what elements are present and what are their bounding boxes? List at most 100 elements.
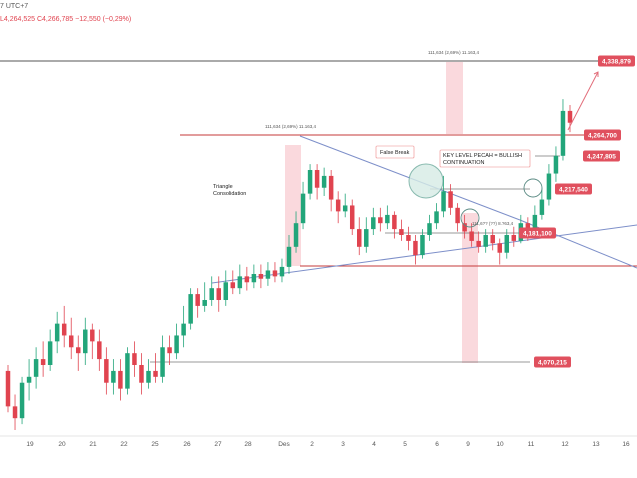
price-tag-box [584,129,621,141]
candle-body [202,300,207,306]
candle-body [335,199,341,212]
candle-body [209,288,214,300]
candle-body [90,329,95,342]
candle-body [546,173,552,200]
candle-body [265,270,271,279]
candle-body [76,347,81,354]
breakout-circle-1 [460,208,480,228]
projection-arrowhead [593,71,599,77]
measure-label-3: 111,6?? (??) 8.?63,4 [472,221,514,226]
x-tick-label: 10 [496,441,504,448]
key-level-box [439,149,531,168]
x-tick-label: 27 [214,441,222,448]
candle-body [497,243,502,253]
candle-body [272,270,278,277]
ohlc-values: L4,264,525 C4,266,785 −12,550 (−0,29%) [0,16,132,23]
price-tag-box [519,227,556,239]
x-axis-ticks: 19 20 21 22 25 26 27 28 Des 2 3 4 5 6 9 10 11 12 13 16 [26,441,630,448]
price-tag-box [555,183,592,195]
x-tick-label: 5 [403,441,407,448]
candle-body [434,211,439,224]
candle-body [251,274,257,283]
candle-body [560,110,566,156]
candle-body [223,282,229,300]
candle-body [5,370,11,407]
candles-group [5,99,573,430]
x-tick-label: 16 [622,441,630,448]
x-tick-label: 11 [528,441,535,448]
candle-body [181,323,186,336]
x-tick-label: Des [278,441,290,448]
x-tick-label: 28 [244,441,252,448]
candle-body [455,207,460,224]
candle-body [83,329,88,354]
candle-body [462,223,467,232]
candle-body [286,246,292,267]
price-tag-label: 4,070,215 [538,359,567,366]
candle-body [314,170,320,188]
candle-body [427,223,432,235]
x-tick-label: 19 [26,441,34,448]
candle-body [61,323,67,336]
x-tick-label: 21 [89,441,97,448]
highlight-band-2 [446,62,463,134]
candle-body [244,276,250,283]
candle-body [258,274,264,279]
candle-body [307,170,313,194]
candle-body [146,370,151,383]
candle-body [195,294,200,306]
price-tag-box [598,55,635,67]
candle-body [153,370,158,377]
candle-body [26,376,32,383]
candle-body [125,353,130,389]
price-tag-label: 4,247,805 [587,153,616,160]
price-tag-label: 4,217,540 [559,186,588,193]
candle-body [420,235,425,256]
triangle-label-line2: Consolidation [213,191,246,197]
key-level-line2: CONTINUATION [443,160,484,166]
candle-body [300,193,306,224]
candle-body [399,229,404,235]
false-break-circle [408,163,444,199]
candle-body [567,110,573,123]
candle-body [532,214,538,232]
key-level-line1: KEY LEVEL PECAH = BULLISH [443,153,522,159]
candle-body [483,235,488,247]
candle-body [385,214,390,224]
candle-body [378,217,383,224]
price-tag-box [534,356,571,368]
highlight-band-3 [462,213,478,363]
measure-label-1: 111,634 (2,69%) 11.163,4 [265,124,317,129]
candle-body [553,155,559,174]
candle-body [364,229,369,247]
candle-body [342,205,348,212]
x-tick-label: 13 [592,441,600,448]
projection-arrow [567,71,599,131]
x-tick-label: 9 [466,441,470,448]
candle-body [230,282,236,289]
candle-body [104,359,109,383]
x-tick-label: 4 [372,441,376,448]
candle-body [54,323,60,342]
price-tags: 4,338,879 4,264,700 4,247,805 4,217,540 4,18… [519,55,635,368]
candle-body [357,229,362,247]
x-tick-label: 3 [341,441,345,448]
candle-body [469,231,474,241]
candle-body [511,235,517,241]
x-tick-label: 2 [310,441,314,448]
candle-body [139,365,144,383]
candle-body [539,199,545,215]
candle-body [19,382,25,419]
candle-body [321,175,327,188]
candle-body [490,235,495,244]
price-tag-label: 4,181,100 [523,230,552,237]
candle-body [349,205,355,230]
measure-label-2: 111,634 (2,69%) 11.163,4 [428,50,480,55]
candle-body [12,406,18,419]
x-tick-label: 20 [58,441,66,448]
candle-body [111,370,116,383]
candle-body [279,266,285,277]
candle-body [216,288,221,300]
x-tick-label: 12 [561,441,569,448]
